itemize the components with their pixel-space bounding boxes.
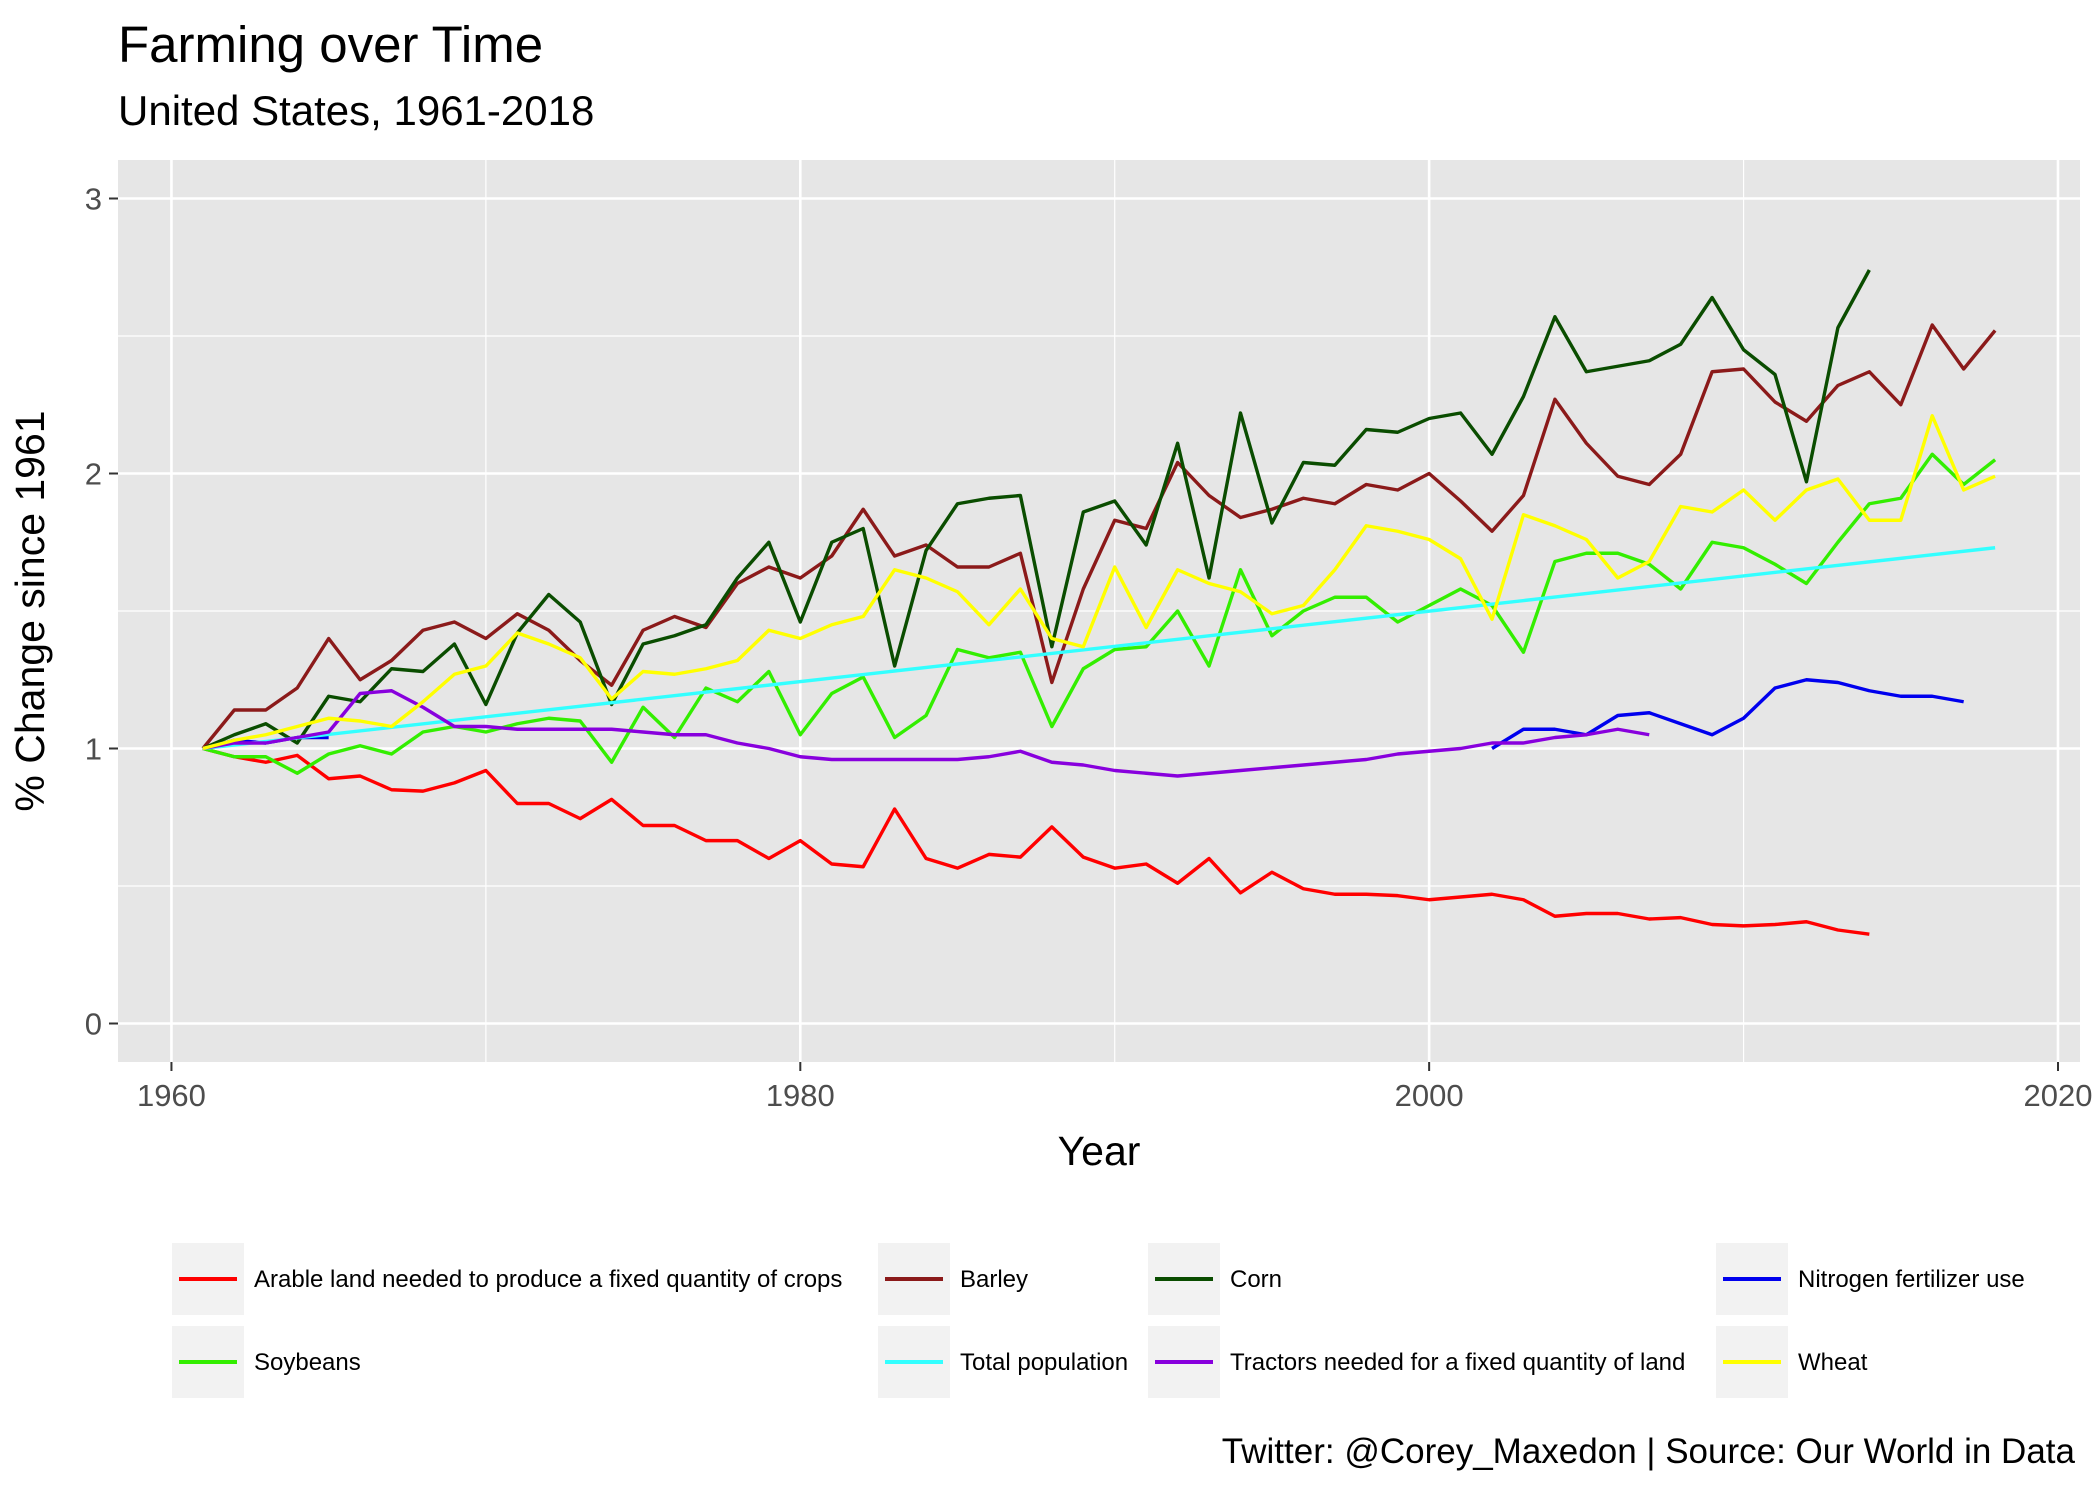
legend-label: Tractors needed for a fixed quantity of …: [1230, 1349, 1685, 1376]
legend-label: Nitrogen fertilizer use: [1798, 1266, 2025, 1293]
y-axis-title: % Change since 1961: [7, 410, 53, 811]
legend-item-corn: Corn: [1148, 1243, 1282, 1315]
legend-item-total-population: Total population: [878, 1326, 1128, 1398]
legend-label: Arable land needed to produce a fixed qu…: [254, 1266, 842, 1293]
series-line-corn: [202, 269, 1871, 751]
series-line-barley: [201, 323, 1997, 750]
chart-subtitle: United States, 1961-2018: [118, 87, 595, 134]
legend: Arable land needed to produce a fixed qu…: [172, 1243, 2025, 1398]
legend-item-nitrogen-fertilizer-use: Nitrogen fertilizer use: [1716, 1243, 2025, 1315]
y-tick-label: 1: [85, 732, 102, 767]
series-line-tractors-needed-for-a-fixed-quantity-of-land: [202, 689, 1650, 778]
series-line-total-population: [202, 546, 1996, 751]
series-line-wheat: [202, 414, 1996, 751]
legend-label: Barley: [960, 1266, 1028, 1293]
series-line-arable-land-needed-to-produce-a-fixed-quantity-of-crops: [202, 746, 1870, 936]
legend-item-soybeans: Soybeans: [172, 1326, 361, 1398]
legend-item-barley: Barley: [878, 1243, 1028, 1315]
legend-label: Wheat: [1798, 1349, 1868, 1376]
axes: 1960 1980 2000 2020 0 1 2 3: [85, 182, 2093, 1114]
y-tick-label: 2: [85, 457, 102, 492]
legend-label: Total population: [960, 1349, 1128, 1376]
y-tick-label: 3: [85, 182, 102, 217]
chart-caption: Twitter: @Corey_Maxedon | Source: Our Wo…: [1221, 1432, 2075, 1471]
y-tick-label: 0: [85, 1007, 102, 1042]
legend-item-arable-land-needed-to-produce-a-fixed-quantity-of-crops: Arable land needed to produce a fixed qu…: [172, 1243, 842, 1315]
legend-item-tractors-needed-for-a-fixed-quantity-of-land: Tractors needed for a fixed quantity of …: [1148, 1326, 1685, 1398]
series-lines: [201, 269, 1997, 936]
x-tick-label: 1980: [766, 1078, 835, 1113]
legend-label: Corn: [1230, 1266, 1282, 1293]
x-axis-title: Year: [1058, 1128, 1141, 1174]
x-tick-label: 2020: [2024, 1078, 2093, 1113]
x-tick-label: 2000: [1395, 1078, 1464, 1113]
legend-item-wheat: Wheat: [1716, 1326, 1868, 1398]
series-line-nitrogen-fertilizer-use: [1491, 678, 1964, 750]
chart-title: Farming over Time: [118, 16, 544, 73]
legend-label: Soybeans: [254, 1349, 361, 1376]
x-tick-label: 1960: [137, 1078, 206, 1113]
